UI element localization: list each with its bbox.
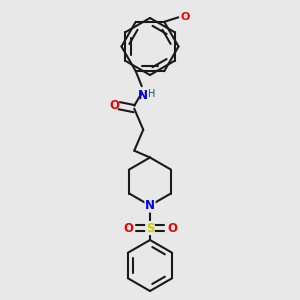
Text: N: N	[138, 89, 148, 102]
Text: H: H	[148, 89, 156, 99]
Text: O: O	[167, 221, 177, 235]
Text: O: O	[109, 99, 119, 112]
Text: N: N	[145, 199, 155, 212]
Text: O: O	[181, 12, 190, 22]
Text: O: O	[123, 221, 133, 235]
Text: S: S	[146, 221, 154, 235]
